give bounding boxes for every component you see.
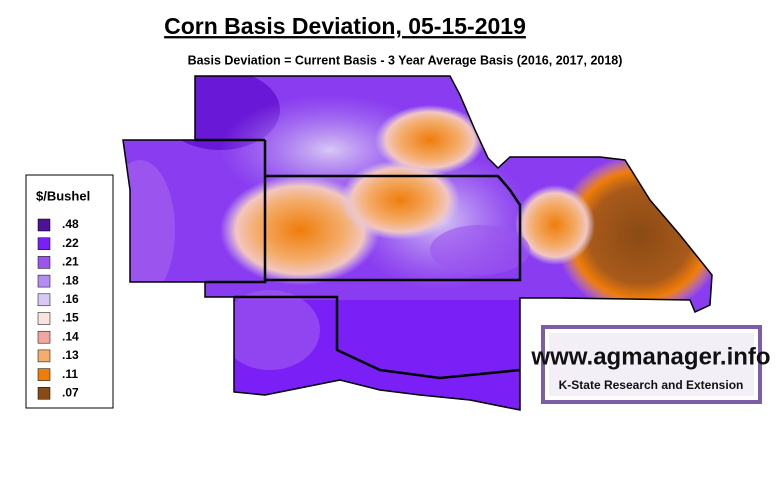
state-borders <box>122 75 713 411</box>
legend-swatch <box>37 293 51 307</box>
legend-swatch <box>37 218 51 232</box>
title: Corn Basis Deviation, 05-15-2019 <box>164 13 526 39</box>
logo-bg <box>549 333 754 396</box>
legend-label: .18 <box>62 273 79 287</box>
legend-label: .11 <box>62 367 78 381</box>
legend-swatch <box>37 330 51 344</box>
logo-url: www.agmanager.info <box>530 343 770 370</box>
legend-label: .15 <box>62 311 79 325</box>
legend-label: .16 <box>62 292 79 306</box>
legend-label: .22 <box>62 236 79 250</box>
legend-title: $/Bushel <box>36 188 90 203</box>
legend-label: .14 <box>62 329 79 343</box>
subtitle: Basis Deviation = Current Basis - 3 Year… <box>188 53 623 67</box>
legend-swatch <box>37 349 51 363</box>
legend-label: .13 <box>62 348 79 362</box>
legend-swatch <box>37 387 51 400</box>
legend-swatch <box>37 237 51 250</box>
legend-swatch <box>37 312 51 325</box>
logo-org: K-State Research and Extension <box>559 378 744 392</box>
legend-label: .07 <box>62 385 79 399</box>
legend-items: .48 .22 .21 .18 .16 .15 .14 .13 .11 .07 <box>37 217 79 400</box>
legend-label: .21 <box>62 255 79 269</box>
legend-label: .48 <box>62 217 79 231</box>
legend-swatch <box>37 256 51 269</box>
legend-swatch <box>37 274 51 288</box>
legend-swatch <box>37 368 51 381</box>
